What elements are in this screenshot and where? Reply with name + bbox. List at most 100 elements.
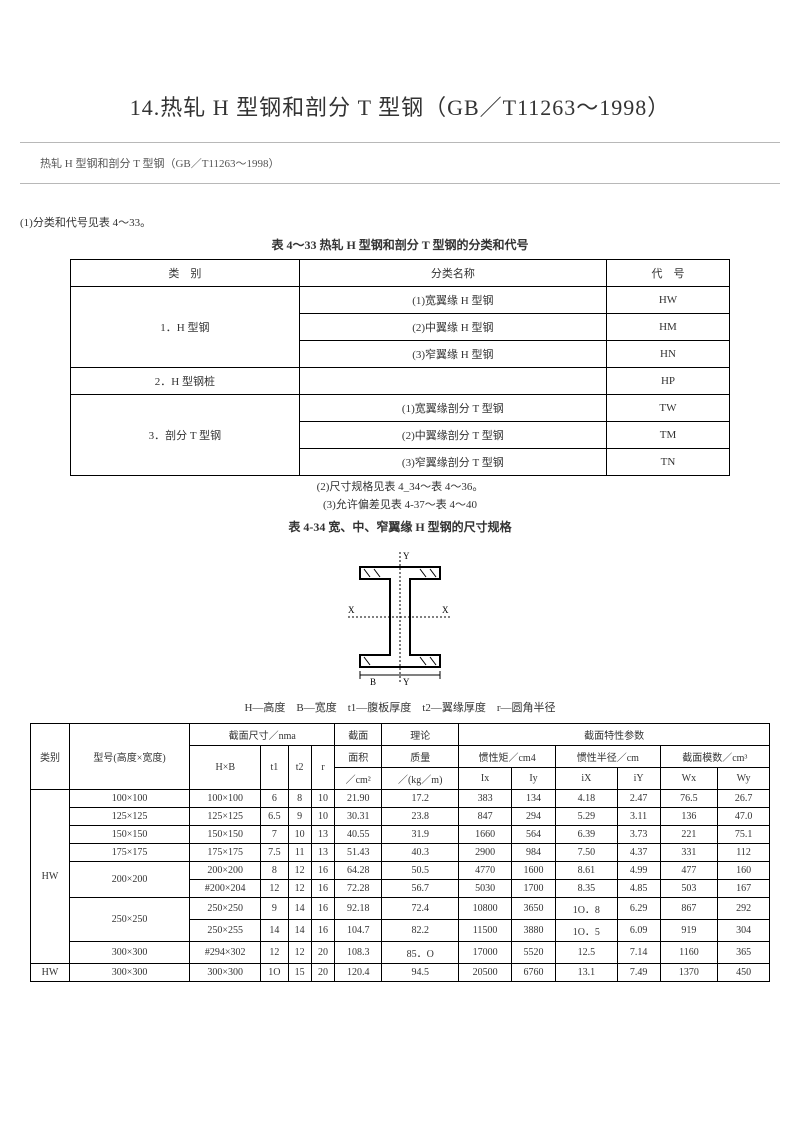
data-cell: #294×302 xyxy=(190,942,261,964)
data-cell: 64.28 xyxy=(335,862,382,880)
data-cell: 20 xyxy=(311,942,334,964)
data-cell: 8 xyxy=(288,790,311,808)
data-cell: 50.5 xyxy=(382,862,459,880)
data-cell: 72.28 xyxy=(335,880,382,898)
model-cell: 175×175 xyxy=(69,844,189,862)
data-cell: 160 xyxy=(718,862,770,880)
table2-caption: 表 4-34 宽、中、窄翼缘 H 型钢的尺寸规格 xyxy=(20,518,780,535)
subtitle: 热轧 H 型钢和剖分 T 型钢（GB／T11263～1998） xyxy=(40,155,780,171)
data-cell: 12.5 xyxy=(556,942,618,964)
header-cell: 分类名称 xyxy=(299,260,606,287)
data-cell: 125×125 xyxy=(190,808,261,826)
data-cell: 1O．8 xyxy=(556,898,618,920)
divider-top-1 xyxy=(20,142,780,143)
data-cell: 6760 xyxy=(512,964,556,982)
data-cell: 564 xyxy=(512,826,556,844)
data-cell: 20500 xyxy=(459,964,512,982)
data-cell: 11 xyxy=(288,844,311,862)
data-cell: 2.47 xyxy=(617,790,660,808)
data-cell: 7.50 xyxy=(556,844,618,862)
data-cell: 13 xyxy=(311,844,334,862)
data-cell: 7.5 xyxy=(261,844,288,862)
model-cell: 300×300 xyxy=(69,964,189,982)
data-cell: 7.14 xyxy=(617,942,660,964)
data-cell: 1600 xyxy=(512,862,556,880)
data-cell: 6.29 xyxy=(617,898,660,920)
data-cell: 30.31 xyxy=(335,808,382,826)
data-cell: 12 xyxy=(288,942,311,964)
data-cell: 17.2 xyxy=(382,790,459,808)
table-row: 125×125125×1256.591030.3123.88472945.293… xyxy=(31,808,770,826)
data-cell: 294 xyxy=(512,808,556,826)
table-row: 150×150150×1507101340.5531.916605646.393… xyxy=(31,826,770,844)
data-cell: 383 xyxy=(459,790,512,808)
table-row: HW100×100100×100681021.9017.23831344.182… xyxy=(31,790,770,808)
data-cell: 17000 xyxy=(459,942,512,964)
data-cell: 4.37 xyxy=(617,844,660,862)
data-cell: 304 xyxy=(718,920,770,942)
data-cell: 847 xyxy=(459,808,512,826)
data-cell: 1370 xyxy=(660,964,718,982)
table-row: HW300×300300×3001O1520120.494.5205006760… xyxy=(31,964,770,982)
data-cell: 40.3 xyxy=(382,844,459,862)
data-cell: 11500 xyxy=(459,920,512,942)
data-cell: 6.5 xyxy=(261,808,288,826)
category-cell: HW xyxy=(31,790,70,964)
note-1: (1)分类和代号见表 4～33。 xyxy=(20,214,780,230)
data-cell: 23.8 xyxy=(382,808,459,826)
data-cell: 10 xyxy=(288,826,311,844)
model-cell: 150×150 xyxy=(69,826,189,844)
data-cell: 175×175 xyxy=(190,844,261,862)
data-cell: 1700 xyxy=(512,880,556,898)
data-cell: 1660 xyxy=(459,826,512,844)
data-cell: 250×255 xyxy=(190,920,261,942)
data-cell: 7.49 xyxy=(617,964,660,982)
data-cell: 120.4 xyxy=(335,964,382,982)
data-cell: 104.7 xyxy=(335,920,382,942)
data-cell: 12 xyxy=(261,880,288,898)
data-cell: 167 xyxy=(718,880,770,898)
document-page: 14.热轧 H 型钢和剖分 T 型钢（GB／T11263～1998） 热轧 H … xyxy=(0,0,800,1012)
data-cell: 7 xyxy=(261,826,288,844)
data-cell: 4.99 xyxy=(617,862,660,880)
data-cell: 292 xyxy=(718,898,770,920)
data-cell: 134 xyxy=(512,790,556,808)
data-cell: 6.09 xyxy=(617,920,660,942)
data-cell: 10 xyxy=(311,808,334,826)
data-cell: 40.55 xyxy=(335,826,382,844)
svg-text:X: X xyxy=(442,605,449,615)
dimensions-table: 类别 型号(高度×宽度) 截面尺寸／nma 截面 理论 截面特性参数 H×B t… xyxy=(30,723,770,982)
data-cell: 12 xyxy=(261,942,288,964)
table-row: 300×300#294×302121220108.385．O1700055201… xyxy=(31,942,770,964)
data-cell: 365 xyxy=(718,942,770,964)
svg-text:Y: Y xyxy=(403,677,410,687)
data-cell: 503 xyxy=(660,880,718,898)
svg-text:X: X xyxy=(348,605,355,615)
data-cell: 13.1 xyxy=(556,964,618,982)
header-cell: 代 号 xyxy=(606,260,729,287)
diagram-legend: H—高度 B—宽度 t1—腹板厚度 t2—翼缘厚度 r—圆角半径 xyxy=(20,699,780,715)
data-cell: 3.11 xyxy=(617,808,660,826)
data-cell: 72.4 xyxy=(382,898,459,920)
data-cell: 919 xyxy=(660,920,718,942)
data-cell: 21.90 xyxy=(335,790,382,808)
data-cell: 92.18 xyxy=(335,898,382,920)
data-cell: 15 xyxy=(288,964,311,982)
data-cell: 6.39 xyxy=(556,826,618,844)
model-cell: 300×300 xyxy=(69,942,189,964)
data-cell: 984 xyxy=(512,844,556,862)
data-cell: 10 xyxy=(311,790,334,808)
data-cell: 8.61 xyxy=(556,862,618,880)
data-cell: 200×200 xyxy=(190,862,261,880)
mid-note-2: (3)允许偏差见表 4-37～表 4～40 xyxy=(20,496,780,512)
data-cell: 4.18 xyxy=(556,790,618,808)
data-cell: 85．O xyxy=(382,942,459,964)
data-cell: 5520 xyxy=(512,942,556,964)
data-cell: 100×100 xyxy=(190,790,261,808)
data-cell: 477 xyxy=(660,862,718,880)
data-cell: 136 xyxy=(660,808,718,826)
data-cell: 331 xyxy=(660,844,718,862)
data-cell: 250×250 xyxy=(190,898,261,920)
data-cell: 2900 xyxy=(459,844,512,862)
data-cell: #200×204 xyxy=(190,880,261,898)
